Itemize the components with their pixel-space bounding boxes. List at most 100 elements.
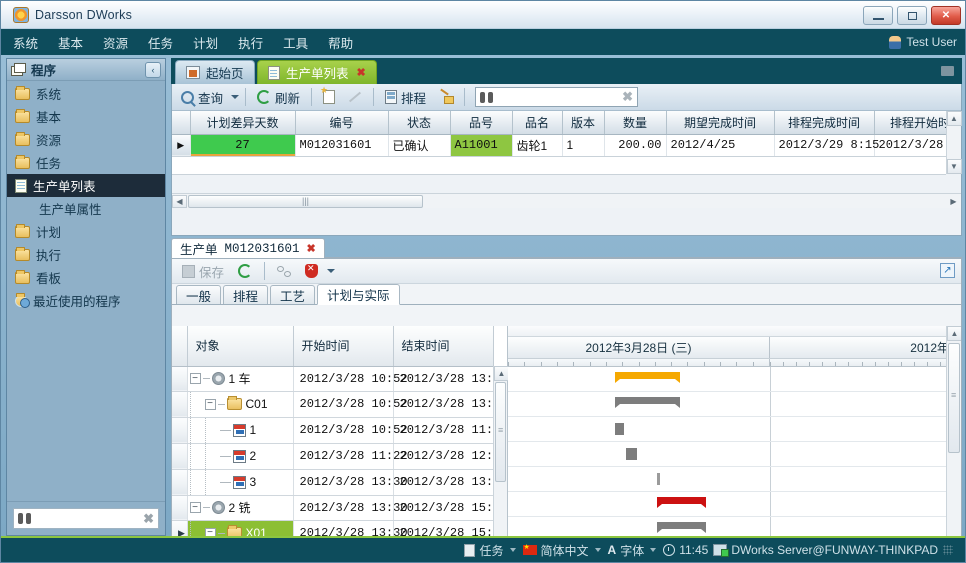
sidebar-item-recent-programs[interactable]: 最近使用的程序 xyxy=(7,289,165,312)
col-version[interactable]: 版本 xyxy=(562,111,605,135)
tree-expander[interactable]: − xyxy=(189,373,201,384)
menu-item-system[interactable]: 系统 xyxy=(13,36,39,51)
sidebar-collapse-button[interactable]: ‹ xyxy=(145,61,161,78)
tree-row[interactable]: − C01 2012/3/28 10:52 2012/3/28 13:40 xyxy=(172,391,508,418)
gantt-task-bar[interactable] xyxy=(657,473,661,485)
tree-row[interactable]: 1 2012/3/28 10:52 2012/3/28 11:22 xyxy=(172,417,508,444)
save-button[interactable]: 保存 xyxy=(177,260,229,283)
tree-expander[interactable]: − xyxy=(204,398,216,410)
chevron-down-icon[interactable] xyxy=(509,548,516,552)
tree-col-start[interactable]: 开始时间 xyxy=(293,326,394,367)
sidebar-item-resource[interactable]: 资源 xyxy=(7,128,165,151)
menu-item-resource[interactable]: 资源 xyxy=(103,36,129,51)
refresh-button[interactable]: 刷新 xyxy=(252,86,305,109)
clear-icon[interactable]: ✖ xyxy=(622,89,634,104)
clear-button[interactable] xyxy=(434,89,458,106)
query-button[interactable]: 查询 xyxy=(176,86,228,109)
menu-item-plan[interactable]: 计划 xyxy=(193,36,219,51)
tree-col-object[interactable]: 对象 xyxy=(187,326,294,367)
scroll-left-arrow[interactable]: ◀ xyxy=(172,194,187,208)
minimize-button[interactable] xyxy=(863,6,893,25)
status-font[interactable]: A 字体 xyxy=(608,542,659,559)
col-scheduled-start[interactable]: 排程开始时间 xyxy=(874,111,946,135)
tree-row[interactable]: − 1 车 2012/3/28 10:52 2012/3/28 13:40 xyxy=(172,366,508,392)
sidebar-search-box[interactable]: ✖ xyxy=(13,508,159,529)
tree-row[interactable]: 2 2012/3/28 11:22 2012/3/28 12:00 xyxy=(172,443,508,470)
tree-col-end[interactable]: 结束时间 xyxy=(393,326,494,367)
chevron-down-icon[interactable] xyxy=(594,548,601,552)
new-button[interactable] xyxy=(318,85,340,106)
close-button[interactable]: ✕ xyxy=(931,6,961,25)
edit-button[interactable] xyxy=(343,91,367,103)
tab-plan-vs-actual[interactable]: 计划与实际 xyxy=(317,284,400,305)
gantt-summary-bar[interactable] xyxy=(615,397,680,408)
schedule-button[interactable]: 排程 xyxy=(380,86,431,109)
tab-close-icon[interactable]: ✖ xyxy=(356,67,366,79)
sidebar-item-system[interactable]: 系统 xyxy=(7,82,165,105)
menu-item-task[interactable]: 任务 xyxy=(148,36,174,51)
chevron-down-icon[interactable] xyxy=(650,548,657,552)
scroll-up-arrow[interactable]: ▲ xyxy=(494,366,509,381)
col-plan-diff-days[interactable]: 计划差异天数 xyxy=(190,111,296,135)
col-quantity[interactable]: 数量 xyxy=(604,111,667,135)
gantt-summary-bar[interactable] xyxy=(656,497,706,508)
scroll-up-arrow[interactable]: ▲ xyxy=(946,111,962,126)
menu-item-help[interactable]: 帮助 xyxy=(328,36,354,51)
detail-tab-production-order[interactable]: 生产单 M012031601 ✖ xyxy=(171,238,325,258)
tree-row[interactable]: − 2 铣 2012/3/28 13:30 2012/3/28 15:40 xyxy=(172,495,508,521)
expand-panel-button[interactable]: ↗ xyxy=(940,263,955,278)
menu-item-tools[interactable]: 工具 xyxy=(283,36,309,51)
gantt-summary-bar[interactable] xyxy=(656,522,706,533)
scroll-down-arrow[interactable]: ▼ xyxy=(946,159,962,174)
tab-process[interactable]: 工艺 xyxy=(270,285,316,304)
gantt-summary-bar[interactable] xyxy=(615,372,680,383)
tab-home[interactable]: 起始页 xyxy=(175,60,255,84)
col-part-name[interactable]: 品名 xyxy=(512,111,563,135)
col-part-no[interactable]: 品号 xyxy=(450,111,513,135)
tree-vertical-scrollbar[interactable]: ▲ ▼ xyxy=(493,366,509,562)
sidebar-item-task[interactable]: 任务 xyxy=(7,151,165,174)
clear-icon[interactable]: ✖ xyxy=(143,510,154,526)
status-language[interactable]: 简体中文 xyxy=(522,542,603,559)
sidebar-item-production-order-properties[interactable]: 生产单属性 xyxy=(7,197,165,220)
tab-overflow-icon[interactable] xyxy=(941,66,954,76)
list-search-input[interactable]: ✖ xyxy=(475,87,639,107)
scroll-thumb[interactable]: ||| xyxy=(188,194,423,208)
chevron-down-icon[interactable] xyxy=(327,269,336,273)
tab-general[interactable]: 一般 xyxy=(176,285,222,304)
sidebar-item-plan[interactable]: 计划 xyxy=(7,220,165,243)
detail-refresh-button[interactable] xyxy=(233,262,257,280)
list-horizontal-scrollbar[interactable]: ◀ ||| ▶ xyxy=(172,193,961,208)
tab-production-order-list[interactable]: 生产单列表 ✖ xyxy=(257,60,377,84)
sidebar-item-production-order-list[interactable]: 生产单列表 xyxy=(7,174,165,197)
col-status[interactable]: 状态 xyxy=(388,111,451,135)
org-chart-button[interactable] xyxy=(272,263,296,279)
delete-button[interactable] xyxy=(300,262,323,280)
gantt-task-bar[interactable] xyxy=(615,423,624,435)
sidebar-item-execute[interactable]: 执行 xyxy=(7,243,165,266)
gantt-task-bar[interactable] xyxy=(626,448,637,460)
status-task[interactable]: 任务 xyxy=(464,542,517,559)
user-indicator[interactable]: Test User xyxy=(889,29,957,55)
scroll-thumb[interactable] xyxy=(948,343,960,453)
tab-scheduling[interactable]: 排程 xyxy=(223,285,269,304)
col-scheduled-finish[interactable]: 排程完成时间 xyxy=(774,111,875,135)
col-expected-finish[interactable]: 期望完成时间 xyxy=(666,111,775,135)
tree-row[interactable]: 3 2012/3/28 13:30 2012/3/28 13:40 xyxy=(172,469,508,496)
list-vertical-scrollbar[interactable]: ▲ ▼ xyxy=(946,111,962,174)
table-row[interactable]: ▶ 27 M012031601 已确认 A11001 齿轮1 1 200.00 … xyxy=(172,134,946,157)
scroll-thumb[interactable] xyxy=(495,382,506,482)
sidebar-item-basic[interactable]: 基本 xyxy=(7,105,165,128)
gantt-vertical-scrollbar[interactable]: ▲ ▼ xyxy=(946,326,961,562)
chevron-down-icon[interactable] xyxy=(231,95,240,99)
scroll-up-arrow[interactable]: ▲ xyxy=(947,326,961,341)
maximize-button[interactable] xyxy=(897,6,927,25)
resize-grip-icon[interactable] xyxy=(943,545,953,555)
menu-item-basic[interactable]: 基本 xyxy=(58,36,84,51)
col-number[interactable]: 编号 xyxy=(295,111,389,135)
scroll-right-arrow[interactable]: ▶ xyxy=(950,196,957,206)
menu-item-execute[interactable]: 执行 xyxy=(238,36,264,51)
tree-expander[interactable]: − xyxy=(189,502,201,513)
sidebar-item-kanban[interactable]: 看板 xyxy=(7,266,165,289)
detail-tab-close-icon[interactable]: ✖ xyxy=(306,243,316,255)
